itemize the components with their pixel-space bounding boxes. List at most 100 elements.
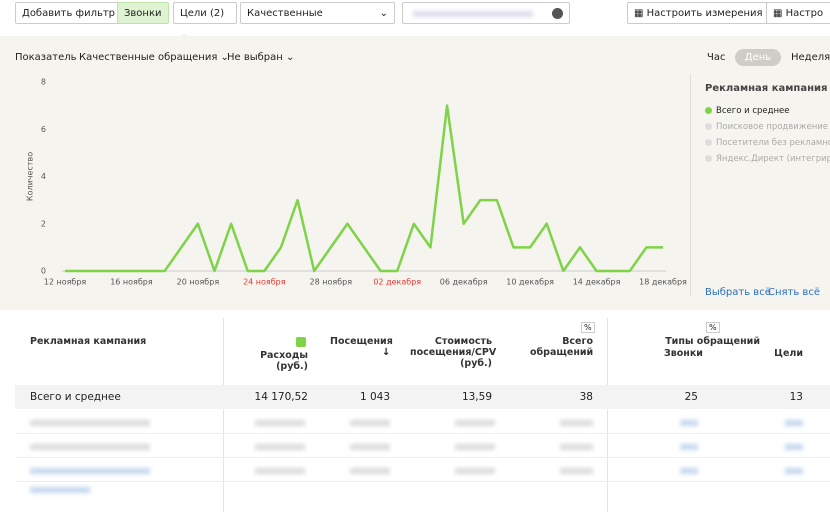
second-select[interactable]: Не выбран ⌄: [227, 52, 295, 63]
y-tick-label: 8: [41, 78, 46, 87]
goals-filter[interactable]: Цели (2) ⌄: [173, 2, 237, 41]
blurred-cell: [255, 444, 305, 450]
metric-text: Качественные обращения: [79, 52, 218, 63]
blurred-cell: [255, 420, 305, 426]
hour-toggle[interactable]: Час: [707, 52, 726, 63]
total-row: [15, 385, 830, 409]
table-header: Всего обращений: [530, 336, 594, 358]
line-series: [65, 104, 663, 273]
blurred-cell: [560, 468, 593, 474]
legend-text: Всего и среднее: [716, 106, 790, 116]
blurred-cell: [455, 444, 495, 450]
blurred-cell: [785, 468, 803, 474]
percent-icon: %: [706, 322, 720, 333]
x-tick-label: 16 ноября: [110, 278, 153, 287]
legend-item[interactable]: Всего и среднее: [705, 106, 790, 116]
table-cell: 13,59: [461, 391, 492, 403]
more-text: Настро: [785, 8, 824, 19]
metric-select[interactable]: Качественные обращения ⌄: [79, 52, 229, 63]
blurred-cell: [785, 420, 803, 426]
legend-dot: [705, 123, 712, 130]
col-divider: [223, 318, 224, 512]
settings-icon: [296, 337, 306, 347]
metric-label: Показатель: [15, 52, 77, 63]
more-button[interactable]: ▦ Настро: [766, 2, 830, 24]
sort-arrow: ↓: [382, 347, 391, 358]
dimensions-button[interactable]: ▦ Настроить измерения: [627, 2, 770, 24]
y-axis-label: Количество: [26, 152, 35, 201]
blurred-cell: [350, 444, 390, 450]
x-tick-label: 10 декабря: [506, 278, 554, 287]
legend-dot: [705, 155, 712, 162]
blurred-cell: [255, 468, 305, 474]
percent-icon: %: [581, 322, 595, 333]
table-cell: 14 170,52: [254, 391, 308, 403]
blurred-cell: [30, 468, 150, 474]
table-header: Стоимость посещения/CPV (руб.): [410, 336, 497, 369]
day-toggle[interactable]: День: [735, 49, 781, 66]
select-all[interactable]: Выбрать всё: [705, 287, 771, 298]
y-tick-label: 2: [41, 219, 46, 228]
y-tick-label: 4: [41, 172, 46, 181]
table-cell: 13: [789, 391, 803, 403]
table-cell: 38: [579, 391, 593, 403]
blurred-cell: [680, 468, 698, 474]
x-tick-label: 18 декабря: [639, 278, 687, 287]
clear-all[interactable]: Снять всё: [768, 287, 820, 298]
table-header: Посещения: [330, 336, 393, 347]
blurred-cell: [680, 444, 698, 450]
blurred-cell: [30, 444, 150, 450]
divider: [690, 74, 691, 296]
table-header: Звонки: [664, 348, 703, 359]
x-tick-label: 12 ноября: [44, 278, 87, 287]
table-header: Типы обращений: [665, 336, 760, 347]
table-header: Цели: [774, 348, 803, 359]
table-header: Расходы (руб.): [260, 350, 308, 372]
legend-item[interactable]: Яндекс.Директ (интегриро: [705, 154, 830, 164]
second-text: Не выбран: [227, 52, 283, 63]
chart-panel: [0, 36, 830, 310]
y-tick-label: 6: [41, 125, 46, 134]
x-tick-label: 24 ноября: [243, 278, 286, 287]
chart: 0 2 4 6 8 Количество 12 ноября 16 ноября 20 нояб…: [26, 78, 688, 287]
legend-dot: [705, 139, 712, 146]
blurred-cell: [30, 487, 90, 493]
legend-text: Посетители без рекламной: [716, 138, 830, 148]
blurred-cell: [785, 444, 803, 450]
blurred-cell: [350, 468, 390, 474]
quality-text: Качественные: [247, 8, 323, 19]
row-line: [15, 481, 830, 482]
calls-filter[interactable]: Звонки: [117, 2, 169, 24]
blurred-cell: [30, 420, 150, 426]
blurred-cell: [560, 420, 593, 426]
table-cell: Всего и среднее: [30, 391, 121, 403]
x-tick-label: 20 ноября: [177, 278, 220, 287]
x-tick-label: 14 декабря: [573, 278, 621, 287]
week-toggle[interactable]: Неделя: [791, 52, 830, 63]
legend-item[interactable]: Посетители без рекламной: [705, 138, 830, 148]
legend-dot: [705, 107, 712, 114]
legend-title: Рекламная кампания (вы: [705, 83, 830, 94]
table-header: Рекламная кампания: [30, 336, 147, 347]
row-line: [15, 433, 830, 434]
table-cell: 25: [684, 391, 698, 403]
blurred-cell: [455, 420, 495, 426]
col-divider: [607, 318, 608, 512]
row-line: [15, 457, 830, 458]
date-picker[interactable]: [402, 2, 570, 24]
blurred-cell: [680, 420, 698, 426]
legend-text: Поисковое продвижение: [716, 122, 829, 132]
blurred-cell: [455, 468, 495, 474]
x-tick-label: 28 ноября: [310, 278, 353, 287]
legend-item[interactable]: Поисковое продвижение: [705, 122, 830, 132]
dimensions-text: Настроить измерения: [646, 8, 763, 19]
quality-select[interactable]: Качественные ⌄: [240, 2, 395, 24]
blurred-cell: [560, 444, 593, 450]
x-tick-label: 06 декабря: [440, 278, 488, 287]
blurred-cell: [350, 420, 390, 426]
table-cell: 1 043: [359, 391, 390, 403]
x-tick-label: 02 декабря: [373, 278, 421, 287]
y-tick-label: 0: [41, 267, 46, 276]
goals-text: Цели (2): [180, 8, 225, 19]
